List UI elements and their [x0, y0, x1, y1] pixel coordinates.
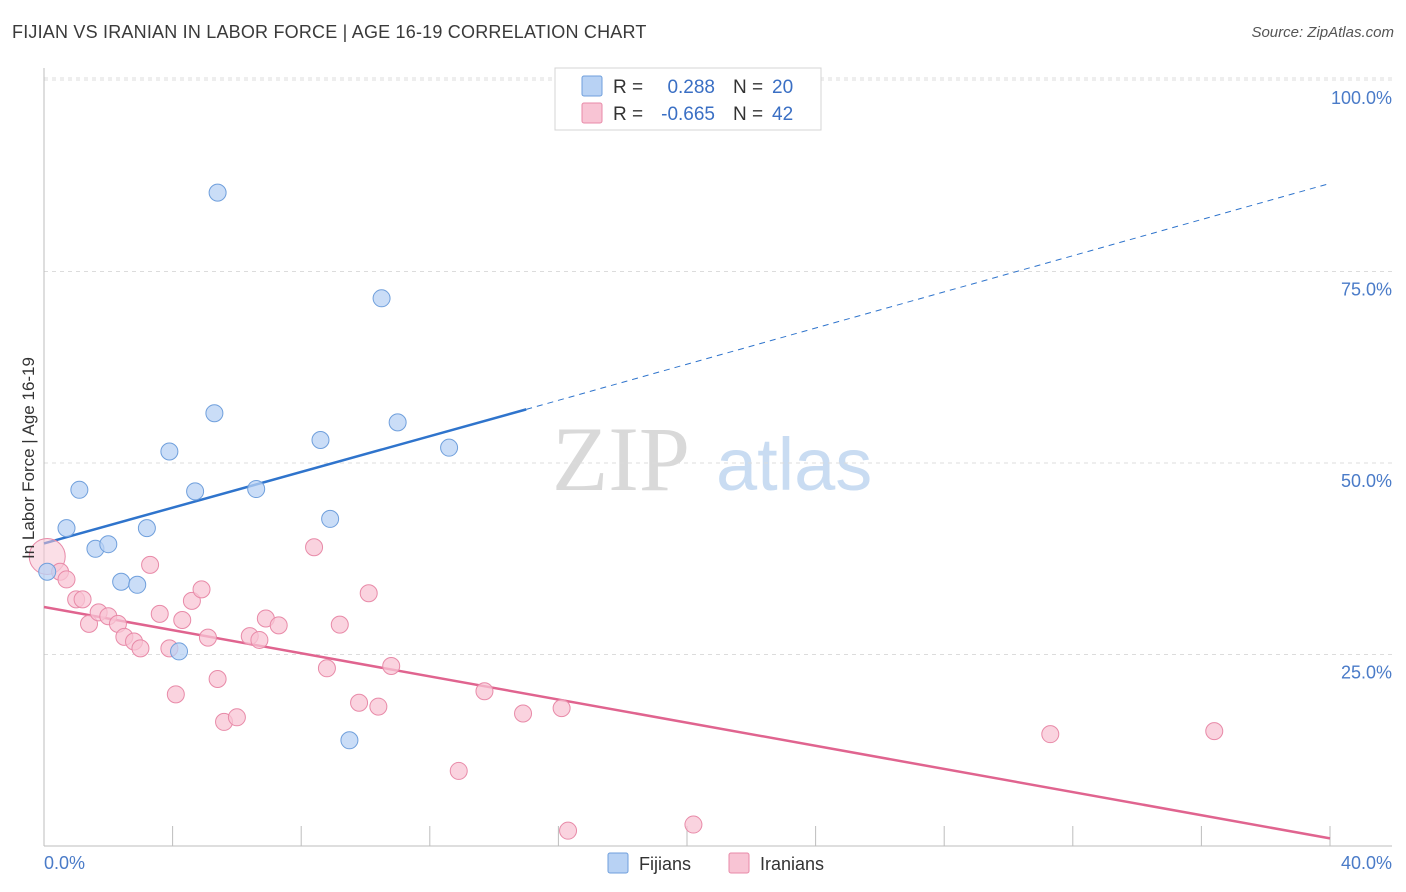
grid-lines	[44, 77, 1392, 655]
point-fijian-6	[128, 575, 147, 594]
point-iranian-4	[73, 590, 92, 609]
point-fijian-11	[205, 404, 224, 423]
point-iranian-40	[1041, 725, 1060, 744]
point-fijian-1	[57, 519, 76, 538]
watermark-zip: ZIP	[552, 408, 690, 510]
point-iranian-31	[359, 584, 378, 603]
point-fijian-9	[170, 642, 189, 661]
point-iranian-35	[475, 682, 494, 701]
point-iranian-2	[57, 570, 76, 589]
point-fijian-10	[186, 482, 205, 501]
y-tick-label-25: 25.0%	[1341, 663, 1392, 683]
point-iranian-26	[269, 616, 288, 635]
point-fijian-13	[247, 480, 266, 499]
point-iranian-24	[250, 630, 269, 649]
y-axis-label: In Labor Force | Age 16-19	[19, 357, 38, 559]
bottom-legend-swatch-iranians	[728, 852, 750, 874]
point-iranian-28	[317, 659, 336, 678]
point-fijian-15	[321, 509, 340, 528]
axes: 25.0% 50.0% 75.0% 100.0% 0.0% 40.0%	[43, 68, 1392, 873]
point-iranian-20	[208, 670, 227, 689]
point-fijian-8	[160, 442, 179, 461]
point-iranian-39	[684, 815, 703, 834]
point-iranian-19	[198, 628, 217, 647]
chart-title: FIJIAN VS IRANIAN IN LABOR FORCE | AGE 1…	[12, 22, 647, 42]
point-iranian-16	[173, 611, 192, 630]
bottom-legend-swatch-fijians	[607, 852, 629, 874]
point-iranian-30	[350, 693, 369, 712]
point-iranian-36	[514, 704, 533, 723]
data-points	[28, 183, 1224, 840]
point-fijian-2	[70, 480, 89, 499]
point-fijian-5	[112, 572, 131, 591]
legend-n-label-1: N =	[733, 104, 763, 125]
point-fijian-12	[208, 183, 227, 202]
legend-r-value-1: -0.665	[661, 104, 715, 125]
bottom-legend-label-iranians: Iranians	[760, 854, 824, 874]
trend-line-fijians	[43, 408, 527, 545]
point-fijian-18	[388, 413, 407, 432]
point-iranian-33	[382, 656, 401, 675]
legend-r-label-1: R =	[613, 104, 643, 125]
legend-r-value-0: 0.288	[667, 77, 715, 98]
point-iranian-37	[552, 699, 571, 718]
point-fijian-14	[311, 431, 330, 450]
point-iranian-12	[141, 555, 160, 574]
point-iranian-13	[150, 604, 169, 623]
y-tick-label-100: 100.0%	[1331, 88, 1392, 108]
point-fijian-4	[99, 535, 118, 554]
watermark-atlas: atlas	[716, 423, 872, 506]
point-iranian-5	[80, 614, 99, 633]
x-tick-label-min: 0.0%	[44, 853, 85, 873]
point-iranian-27	[305, 538, 324, 557]
legend-swatch-iranians	[581, 102, 603, 124]
point-iranian-38	[559, 821, 578, 840]
y-tick-label-50: 50.0%	[1341, 471, 1392, 491]
point-iranian-29	[330, 615, 349, 634]
legend-n-value-0: 20	[772, 77, 793, 98]
legend-n-label-0: N =	[733, 77, 763, 98]
legend-r-label-0: R =	[613, 77, 643, 98]
point-iranian-18	[192, 580, 211, 599]
x-tick-label-max: 40.0%	[1341, 853, 1392, 873]
point-fijian-17	[372, 289, 391, 308]
point-iranian-34	[449, 761, 468, 780]
bottom-legend: Fijians Iranians	[607, 852, 824, 874]
legend-box: R = 0.288 N = 20 R = -0.665 N = 42	[554, 67, 822, 131]
legend-swatch-fijians	[581, 75, 603, 97]
y-tick-label-75: 75.0%	[1341, 280, 1392, 300]
point-iranian-11	[131, 639, 150, 658]
trend-line-fijians-extension	[526, 182, 1331, 410]
legend-n-value-1: 42	[772, 104, 793, 125]
trend-lines	[43, 182, 1331, 840]
point-fijian-0	[38, 562, 57, 581]
point-fijian-19	[440, 438, 459, 457]
point-iranian-22	[227, 708, 246, 727]
point-iranian-17	[182, 591, 201, 610]
point-iranian-15	[166, 685, 185, 704]
source-label: Source: ZipAtlas.com	[1251, 24, 1394, 41]
bottom-legend-label-fijians: Fijians	[639, 854, 691, 874]
point-iranian-32	[369, 697, 388, 716]
point-fijian-16	[340, 731, 359, 750]
point-iranian-41	[1205, 722, 1224, 741]
point-fijian-7	[137, 519, 156, 538]
